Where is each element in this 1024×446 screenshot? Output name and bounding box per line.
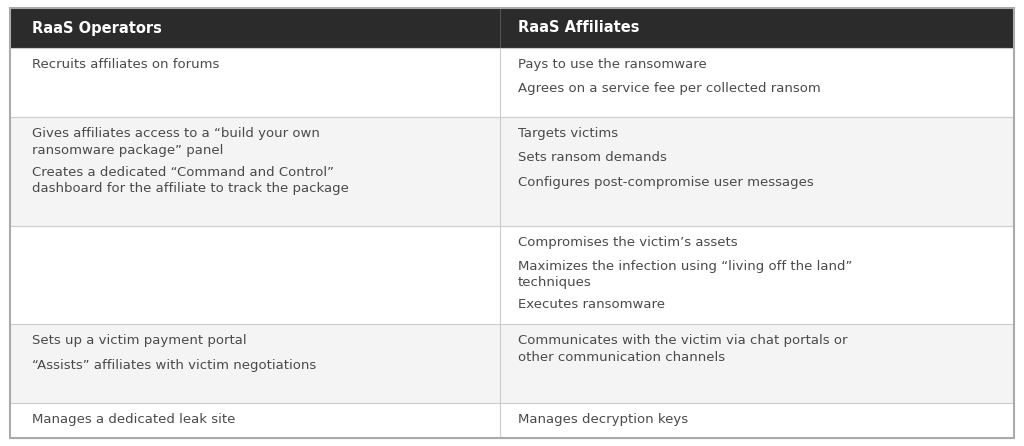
Bar <box>10 226 1014 324</box>
Text: Compromises the victim’s assets: Compromises the victim’s assets <box>518 236 737 249</box>
Text: Communicates with the victim via chat portals or
other communication channels: Communicates with the victim via chat po… <box>518 334 848 364</box>
Text: Sets ransom demands: Sets ransom demands <box>518 151 667 165</box>
Text: Executes ransomware: Executes ransomware <box>518 298 665 311</box>
Bar <box>10 404 1014 438</box>
Text: “Assists” affiliates with victim negotiations: “Assists” affiliates with victim negotia… <box>32 359 316 372</box>
Bar <box>10 48 1014 117</box>
Bar <box>10 8 1014 48</box>
Text: Gives affiliates access to a “build your own
ransomware package” panel: Gives affiliates access to a “build your… <box>32 127 319 157</box>
Bar <box>10 117 1014 226</box>
Text: Recruits affiliates on forums: Recruits affiliates on forums <box>32 58 219 71</box>
Text: Creates a dedicated “Command and Control”
dashboard for the affiliate to track t: Creates a dedicated “Command and Control… <box>32 165 349 195</box>
Text: Manages a dedicated leak site: Manages a dedicated leak site <box>32 413 236 426</box>
Text: Sets up a victim payment portal: Sets up a victim payment portal <box>32 334 247 347</box>
Text: Manages decryption keys: Manages decryption keys <box>518 413 688 426</box>
Text: Configures post-compromise user messages: Configures post-compromise user messages <box>518 176 814 189</box>
Text: Agrees on a service fee per collected ransom: Agrees on a service fee per collected ra… <box>518 82 821 95</box>
Text: Targets victims: Targets victims <box>518 127 618 140</box>
Text: Pays to use the ransomware: Pays to use the ransomware <box>518 58 707 71</box>
Text: RaaS Affiliates: RaaS Affiliates <box>518 21 640 36</box>
Text: RaaS Operators: RaaS Operators <box>32 21 162 36</box>
Bar <box>10 324 1014 404</box>
Text: Maximizes the infection using “living off the land”
techniques: Maximizes the infection using “living of… <box>518 260 852 289</box>
